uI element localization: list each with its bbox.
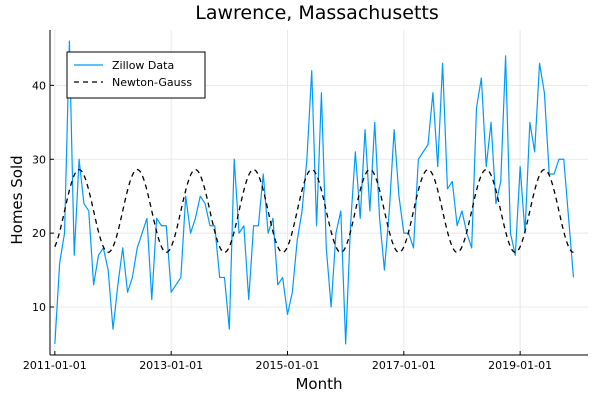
y-axis-label: Homes Sold [8,155,26,244]
legend: Zillow Data Newton-Gauss [66,51,206,99]
x-tick-label: 2017-01-01 [372,359,436,372]
y-tick-label: 30 [32,153,46,166]
chart-title: Lawrence, Massachusetts [195,2,439,24]
series-line-zillow-data [54,40,575,345]
series-line-newton-gauss [54,168,574,253]
x-tick-label: 2019-01-01 [488,359,552,372]
x-tick-label: 2011-01-01 [23,359,87,372]
legend-box [66,51,206,99]
x-ticks: 2011-01-01 2013-01-01 2015-01-01 2017-01-01… [23,351,552,372]
x-tick-label: 2015-01-01 [256,359,320,372]
x-axis-label: Month [295,375,342,393]
y-tick-label: 20 [32,227,46,240]
y-tick-label: 10 [32,301,46,314]
legend-label-newton-gauss: Newton-Gauss [112,76,192,89]
series-layer [54,40,575,345]
y-tick-label: 40 [32,79,46,92]
x-tick-label: 2013-01-01 [139,359,203,372]
y-ticks: 10 20 30 40 [32,79,54,314]
legend-label-zillow: Zillow Data [112,59,174,72]
